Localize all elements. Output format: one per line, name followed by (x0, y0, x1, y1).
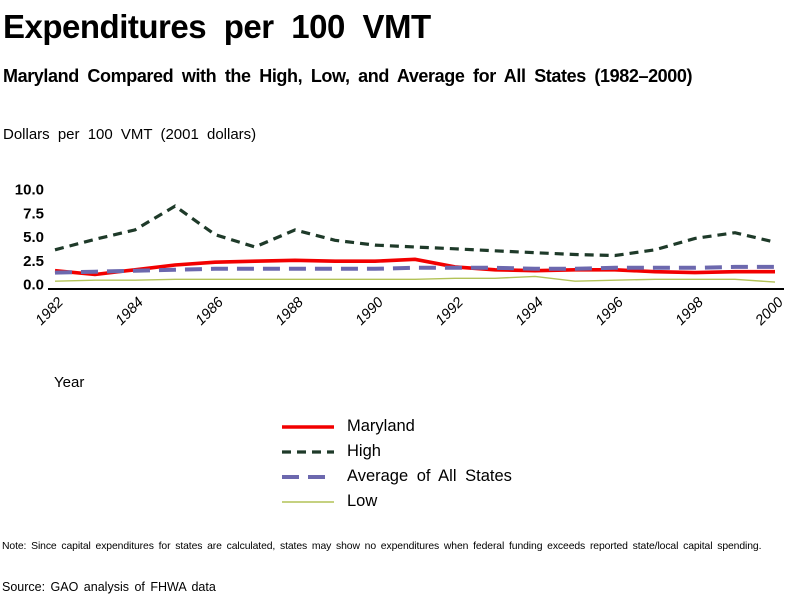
average-line-swatch (282, 472, 334, 482)
legend-item-low: Low (282, 489, 512, 514)
svg-text:2000: 2000 (752, 295, 787, 330)
x-axis-title: Year (54, 374, 85, 391)
legend-item-maryland: Maryland (282, 414, 512, 439)
svg-text:1984: 1984 (113, 295, 147, 329)
high-line-swatch (282, 447, 334, 457)
svg-text:1986: 1986 (193, 294, 228, 329)
legend-item-high: High (282, 439, 512, 464)
y-axis-title: Dollars per 100 VMT (2001 dollars) (3, 126, 257, 143)
low-line-swatch (282, 497, 334, 507)
legend: Maryland High Average of All States Low (282, 414, 512, 514)
legend-label-maryland: Maryland (347, 417, 415, 435)
svg-text:1994: 1994 (513, 295, 547, 329)
svg-text:10.0: 10.0 (15, 182, 44, 199)
svg-text:2.5: 2.5 (23, 253, 44, 270)
svg-text:1998: 1998 (673, 295, 707, 329)
chart-title: Expenditures per 100 VMT (3, 8, 431, 45)
svg-text:1982: 1982 (33, 295, 67, 329)
svg-text:0.0: 0.0 (23, 277, 44, 294)
note-text: Note: Since capital expenditures for sta… (2, 541, 762, 552)
svg-text:1988: 1988 (273, 295, 307, 329)
svg-text:5.0: 5.0 (23, 229, 44, 246)
line-chart: 0.0 2.5 5.0 7.5 10.0 1982 1984 1986 1988 1990 1992… (15, 182, 787, 330)
legend-label-high: High (347, 442, 381, 460)
svg-text:1992: 1992 (433, 295, 467, 329)
svg-text:1990: 1990 (353, 295, 387, 329)
source-text: Source: GAO analysis of FHWA data (2, 580, 216, 594)
legend-label-average: Average of All States (347, 467, 512, 485)
chart-subtitle: Maryland Compared with the High, Low, an… (3, 66, 693, 86)
svg-text:7.5: 7.5 (23, 205, 44, 222)
legend-label-low: Low (347, 492, 378, 510)
svg-text:1996: 1996 (593, 294, 628, 329)
legend-item-average: Average of All States (282, 464, 512, 489)
maryland-line-swatch (282, 422, 334, 432)
